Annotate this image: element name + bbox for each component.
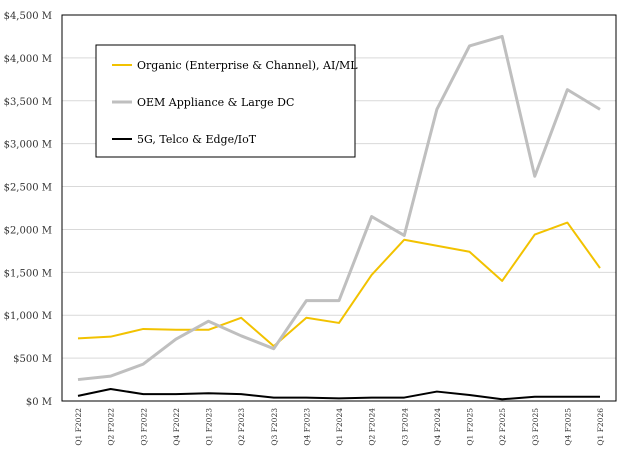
legend-label: Organic (Enterprise & Channel), AI/ML [137, 59, 358, 72]
x-tick-label: Q1 F2024 [335, 408, 344, 446]
x-tick-label: Q2 F2025 [498, 408, 507, 446]
x-tick-label: Q4 F2023 [302, 408, 311, 446]
x-tick-label: Q1 F2022 [74, 408, 83, 446]
x-tick-label: Q2 F2023 [237, 408, 246, 446]
legend [95, 44, 356, 158]
y-tick-label: $0 M [26, 397, 52, 408]
legend-label: 5G, Telco & Edge/IoT [137, 133, 257, 146]
x-tick-label: Q4 F2025 [563, 408, 572, 446]
x-tick-label: Q3 F2024 [400, 408, 409, 446]
y-tick-label: $3,000 M [4, 140, 52, 151]
x-tick-label: Q3 F2023 [270, 408, 279, 446]
y-tick-label: $500 M [13, 354, 52, 365]
x-tick-label: Q2 F2024 [368, 408, 377, 446]
x-tick-label: Q3 F2022 [139, 408, 148, 446]
y-tick-label: $4,000 M [4, 54, 52, 65]
y-tick-label: $4,500 M [4, 11, 52, 22]
x-tick-label: Q1 F2025 [466, 408, 475, 446]
x-tick-label: Q3 F2025 [531, 408, 540, 446]
y-tick-label: $3,500 M [4, 97, 52, 108]
x-tick-label: Q4 F2022 [172, 408, 181, 446]
y-tick-label: $1,000 M [4, 311, 52, 322]
y-tick-label: $2,500 M [4, 183, 52, 194]
y-tick-label: $2,000 M [4, 225, 52, 236]
x-tick-label: Q4 F2024 [433, 408, 442, 446]
legend-label: OEM Appliance & Large DC [137, 96, 294, 109]
x-tick-label: Q1 F2023 [205, 408, 214, 446]
y-tick-label: $1,500 M [4, 268, 52, 279]
x-tick-label: Q2 F2022 [107, 408, 116, 446]
plot-border [61, 14, 617, 402]
x-tick-label: Q1 F2026 [596, 408, 605, 446]
series-line [77, 221, 601, 348]
series-line [77, 387, 600, 401]
